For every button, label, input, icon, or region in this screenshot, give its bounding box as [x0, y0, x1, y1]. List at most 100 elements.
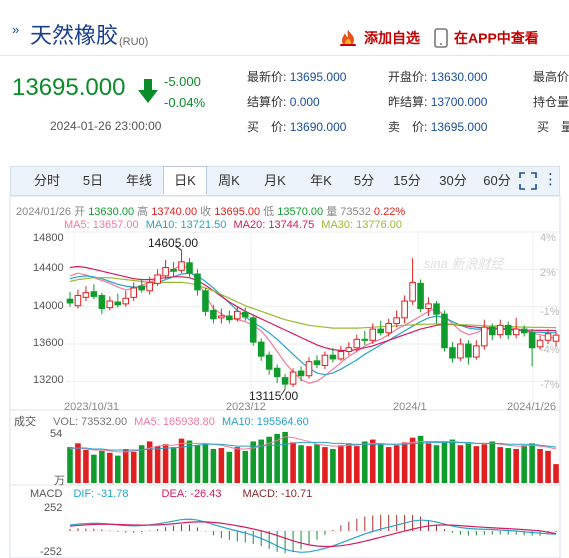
macd-label: MACD [30, 488, 63, 500]
y-right-2pct: 2% [540, 267, 556, 279]
candle-body [170, 268, 177, 272]
candle-body [234, 310, 241, 320]
volume-bar [537, 449, 543, 483]
volume-bar [346, 443, 352, 483]
candle-body [520, 328, 528, 334]
tab-weekly-k[interactable]: 周K [218, 173, 240, 188]
tab-daily-k[interactable]: 日K [163, 166, 207, 195]
macd-axis-top: 252 [44, 502, 63, 514]
more-menu-icon[interactable]: ⋮ [543, 171, 558, 188]
open-in-app-label: 在APP中查看 [454, 30, 539, 46]
candle-body [536, 339, 544, 348]
candle-body [257, 341, 265, 357]
tab-monthly-k[interactable]: 月K [264, 173, 286, 188]
phone-icon [434, 28, 448, 48]
candle-body [528, 332, 536, 349]
volume-bar [290, 442, 296, 483]
tab-year-line[interactable]: 年线 [125, 173, 152, 188]
volume-bar [258, 439, 264, 483]
bid-price-value: 13690.000 [289, 120, 347, 134]
candle-body [146, 281, 153, 292]
y-label-13600: 13600 [33, 337, 64, 349]
volume-bar [83, 449, 89, 483]
candle-body [186, 262, 193, 274]
y-right-m7pct: -7% [540, 379, 560, 391]
volume-bar [162, 444, 169, 483]
volume-bar [178, 438, 185, 483]
volume-bar [409, 437, 416, 483]
candle-body [473, 345, 480, 358]
volume-bar [441, 441, 448, 483]
candle-body [226, 315, 233, 321]
volume-bar [130, 451, 137, 483]
tab-yearly-k[interactable]: 年K [310, 173, 332, 188]
volume-bar [449, 439, 456, 483]
open-in-app-button[interactable]: 在APP中查看 [434, 28, 539, 48]
candle-body [409, 281, 416, 302]
macd-dif-line [69, 518, 557, 553]
volume-bar [250, 441, 257, 483]
volume-bar [202, 443, 209, 483]
kline-high: 13740.00 [151, 206, 198, 218]
volume-bar [481, 444, 488, 483]
flame-icon [340, 30, 356, 46]
volume-bar [362, 441, 368, 483]
volume-bar [354, 446, 360, 483]
settle-price-row: 结算价: 0.000 [247, 93, 320, 110]
kline-pct: 0.22% [373, 206, 406, 218]
candle-body [353, 338, 361, 349]
sina-watermark: sina 新浪财经 [424, 256, 504, 271]
tab-minute[interactable]: 分时 [33, 173, 60, 188]
volume-bar [75, 443, 81, 483]
prev-settle-value: 13700.000 [430, 95, 488, 109]
candle-body [337, 350, 345, 360]
volume-bar [417, 435, 424, 483]
candle-body [441, 313, 448, 349]
y-label-14800: 14800 [33, 232, 64, 244]
volume-bar [210, 449, 217, 483]
volume-bar [521, 445, 527, 483]
candle-body [218, 315, 225, 319]
kline-low: 13570.00 [277, 206, 324, 218]
tab-60min[interactable]: 60分 [483, 173, 511, 188]
candle-body [496, 324, 504, 336]
candle-body [106, 300, 114, 309]
macd-value: MACD: -10.71 [242, 488, 313, 500]
high-price-label: 最高价 [533, 70, 569, 84]
tab-5min[interactable]: 5分 [353, 173, 375, 188]
latest-price-row: 最新价: 13695.000 [247, 68, 346, 85]
max-price-label: 14605.00 [148, 236, 199, 250]
change-percent: -0.04% [164, 95, 206, 110]
tab-15min[interactable]: 15分 [393, 173, 421, 188]
tab-30min[interactable]: 30分 [439, 173, 467, 188]
volume-bar [99, 450, 105, 483]
last-price: 13695.000 [12, 74, 126, 101]
price-change: -5.000 -0.04% [164, 71, 205, 113]
candle-body [393, 317, 400, 324]
candle-body [329, 354, 337, 360]
volume-vol: VOL: 73532.00 [53, 416, 128, 428]
candle-body [369, 328, 377, 341]
volume-bar [242, 450, 249, 483]
prev-settle-label: 昨结算: [388, 95, 428, 109]
volume-bar [282, 432, 288, 483]
arrow-down-icon [138, 79, 158, 103]
bid-price-row: 买 价: 13690.000 [247, 118, 346, 135]
volume-bar [170, 447, 177, 483]
volume-bar [369, 439, 376, 483]
open-price-value: 13630.000 [430, 70, 488, 84]
candle-body [210, 309, 217, 320]
tab-5day[interactable]: 5日 [82, 173, 104, 188]
volume-bar [529, 443, 535, 483]
volume-bar [465, 443, 472, 483]
kline-open-label: 开 [74, 206, 86, 218]
volume-bar [274, 433, 280, 483]
fullscreen-icon[interactable] [519, 172, 537, 190]
volume-bar [67, 447, 73, 483]
add-watchlist-button[interactable]: 添加自选 [338, 28, 420, 48]
candle-body [138, 285, 145, 291]
candle-body [82, 292, 90, 298]
open-price-row: 开盘价: 13630.000 [388, 68, 487, 85]
volume-axis-top: 54 [50, 428, 63, 440]
